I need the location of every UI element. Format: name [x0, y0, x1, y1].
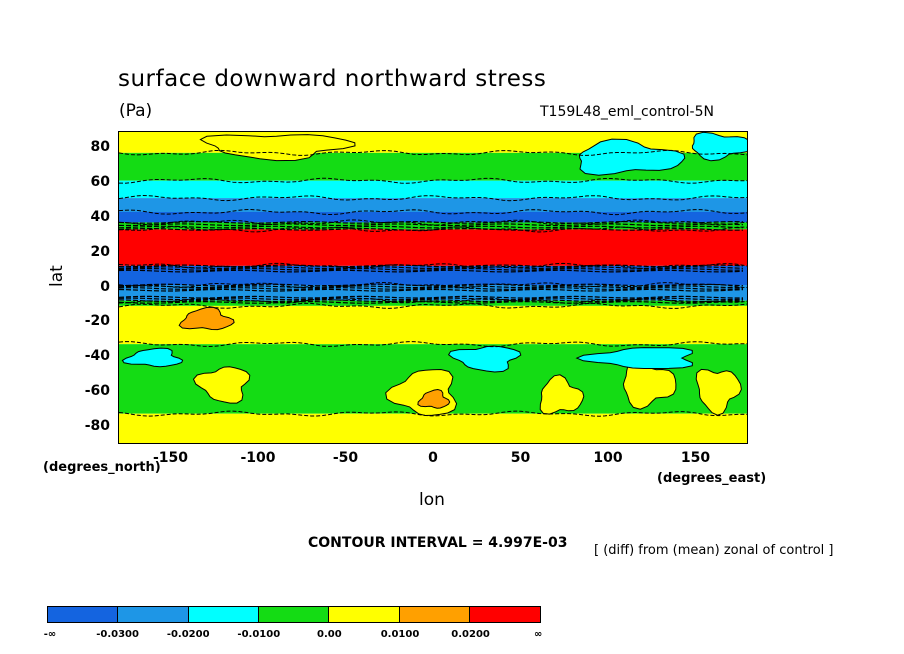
feature-blob-0	[178, 306, 235, 331]
x-tick-label: 0	[428, 450, 438, 466]
zonal-band-7	[119, 265, 747, 286]
y-tick-label: 40	[90, 208, 110, 225]
y-coordinate-units: (degrees_north)	[43, 460, 161, 475]
gradient-contour-2-1	[119, 285, 744, 289]
feature-blob-1	[578, 138, 686, 176]
feature-blob-12	[121, 347, 184, 368]
colorbar-segment	[329, 607, 400, 622]
zonal-band-12	[119, 413, 747, 443]
gradient-contour-2-3	[119, 288, 744, 292]
y-tick-label: 0	[100, 278, 110, 295]
gradient-contour-3-2	[119, 299, 744, 303]
colorbar-segment	[48, 607, 119, 622]
colorbar-segment	[399, 607, 470, 622]
heatmap-canvas	[119, 132, 747, 443]
y-tick-label: -40	[84, 348, 110, 365]
y-tick-label: -80	[84, 417, 110, 434]
zonal-band-6	[119, 229, 747, 266]
contour-interval-text: CONTOUR INTERVAL = 4.997E-03	[308, 535, 568, 551]
feature-blob-8	[622, 359, 677, 410]
zonal-band-5	[119, 222, 747, 230]
contour-line-1	[119, 177, 747, 184]
zonal-band-4	[119, 211, 747, 223]
x-tick-label: -150	[152, 450, 189, 466]
colorbar-segment	[118, 607, 189, 622]
colorbar-tick-label: -0.0200	[166, 629, 210, 640]
gradient-contour-0-0	[119, 220, 744, 224]
x-tick-label: 100	[593, 450, 623, 466]
y-axis-label: lat	[47, 265, 67, 287]
contour-line-4	[119, 219, 747, 226]
gradient-contour-0-1	[119, 223, 744, 227]
colorbar-segment	[258, 607, 330, 622]
contour-line-3	[119, 208, 747, 216]
gradient-contour-0-3	[119, 227, 744, 231]
zonal-band-3	[119, 198, 747, 212]
contour-line-7	[119, 281, 747, 289]
colorbar-tick-label: -0.0300	[96, 629, 139, 640]
colorbar-tick-label: 0.0200	[451, 629, 490, 640]
colorbar-tick-label: -∞	[43, 629, 57, 640]
x-tick-label: 50	[510, 450, 531, 466]
colorbar-segment	[469, 607, 541, 622]
feature-blob-10	[447, 345, 522, 373]
contour-line-2	[119, 194, 747, 202]
gradient-contour-3-0	[119, 295, 744, 299]
x-axis-label: lon	[419, 490, 445, 510]
contour-line-11	[119, 410, 747, 417]
zonal-band-9	[119, 300, 747, 306]
y-tick-label: -60	[84, 382, 110, 399]
contour-line-9	[119, 302, 747, 309]
feature-blob-7	[539, 374, 585, 415]
gradient-contour-1-1	[119, 266, 744, 269]
y-tick-label: 80	[90, 139, 110, 156]
gradient-contour-2-2	[119, 287, 744, 290]
chart-title: surface downward northward stress	[118, 66, 547, 92]
feature-blob-4	[192, 366, 251, 404]
gradient-contour-3-3	[119, 300, 743, 304]
feature-blob-3	[199, 134, 356, 162]
contour-line-10	[119, 341, 747, 348]
gradient-contour-1-2	[119, 267, 744, 271]
y-tick-label: -20	[84, 313, 110, 330]
gradient-contour-2-0	[119, 283, 744, 287]
colorbar-tick-label: ∞	[534, 629, 543, 640]
colorbar	[47, 606, 542, 623]
chart-units: (Pa)	[119, 101, 153, 121]
zonal-band-2	[119, 180, 747, 199]
experiment-label: T159L48_eml_control-5N	[540, 104, 714, 120]
colorbar-tick-label: 0.00	[317, 629, 342, 640]
gradient-contour-1-3	[119, 269, 744, 273]
x-tick-label: -50	[332, 450, 359, 466]
gradient-contour-3-1	[119, 297, 744, 301]
colorbar-tick-label: 0.0100	[380, 629, 420, 640]
x-tick-label: -100	[240, 450, 276, 466]
feature-blob-11	[575, 347, 693, 369]
x-tick-label: 150	[680, 450, 711, 466]
gradient-contour-0-2	[119, 225, 744, 229]
x-coordinate-units: (degrees_east)	[657, 471, 767, 486]
diff-note: [ (diff) from (mean) zonal of control ]	[594, 543, 834, 558]
feature-blob-6	[417, 388, 451, 409]
feature-blob-9	[695, 368, 742, 416]
y-tick-label: 60	[90, 174, 110, 191]
gradient-contour-1-0	[119, 264, 744, 268]
colorbar-segment	[188, 607, 259, 622]
contour-line-0	[119, 149, 747, 156]
plot-area	[118, 131, 748, 444]
colorbar-tick-label: -0.0100	[237, 629, 281, 640]
y-tick-label: 20	[90, 243, 110, 260]
